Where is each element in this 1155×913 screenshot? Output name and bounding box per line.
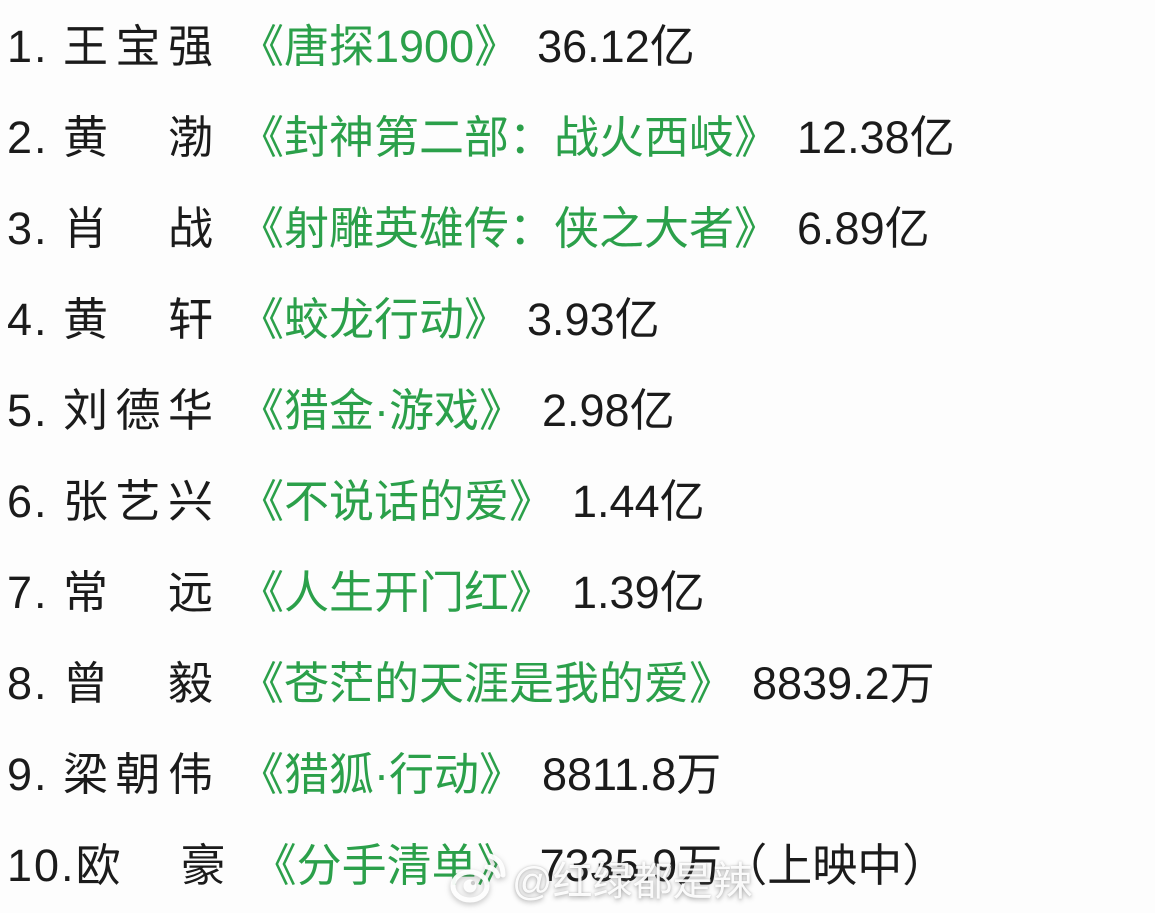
actor-name: 欧豪 <box>75 840 226 891</box>
box-office-value: 7335.9万（上映中） <box>539 840 948 891</box>
rank-number: 1. <box>7 21 49 72</box>
movie-title: 《封神第二部：战火西岐》 <box>239 112 780 163</box>
movie-title: 《苍茫的天涯是我的爱》 <box>239 658 735 709</box>
actor-name: 梁朝伟 <box>63 749 213 800</box>
movie-title: 《分手清单》 <box>251 840 522 891</box>
list-item: 4. 黄轩 《蛟龙行动》 3.93亿 <box>0 274 1155 365</box>
list-item: 6. 张艺兴 《不说话的爱》 1.44亿 <box>0 456 1155 547</box>
rank-number: 3. <box>7 203 49 254</box>
actor-name: 张艺兴 <box>63 476 213 527</box>
movie-title: 《猎狐·行动》 <box>239 749 524 800</box>
rank-number: 2. <box>7 112 49 163</box>
actor-name: 王宝强 <box>63 21 213 72</box>
list-item: 2. 黄渤 《封神第二部：战火西岐》 12.38亿 <box>0 92 1155 183</box>
actor-name: 肖战 <box>63 203 213 254</box>
box-office-value: 36.12亿 <box>537 21 695 72</box>
actor-name: 曾毅 <box>63 658 213 709</box>
movie-title: 《蛟龙行动》 <box>239 294 510 345</box>
movie-title: 《不说话的爱》 <box>239 476 555 527</box>
rank-number: 4. <box>7 294 49 345</box>
rank-number: 6. <box>7 476 49 527</box>
rank-number: 10. <box>7 840 76 891</box>
movie-title: 《射雕英雄传：侠之大者》 <box>239 203 780 254</box>
list-item: 5. 刘德华 《猎金·游戏》 2.98亿 <box>0 365 1155 456</box>
actor-name: 刘德华 <box>63 385 213 436</box>
box-office-value: 8839.2万 <box>752 658 935 709</box>
list-item: 10. 欧豪 《分手清单》 7335.9万（上映中） <box>0 820 1155 911</box>
rank-number: 9. <box>7 749 49 800</box>
list-item: 7. 常远 《人生开门红》 1.39亿 <box>0 547 1155 638</box>
rank-number: 7. <box>7 567 49 618</box>
list-item: 8. 曾毅 《苍茫的天涯是我的爱》 8839.2万 <box>0 638 1155 729</box>
actor-name: 常远 <box>63 567 213 618</box>
list-item: 3. 肖战 《射雕英雄传：侠之大者》 6.89亿 <box>0 183 1155 274</box>
movie-title: 《人生开门红》 <box>239 567 555 618</box>
actor-name: 黄轩 <box>63 294 213 345</box>
movie-title: 《唐探1900》 <box>239 21 520 72</box>
box-office-value: 12.38亿 <box>797 112 955 163</box>
box-office-value: 2.98亿 <box>542 385 675 436</box>
box-office-value: 6.89亿 <box>797 203 930 254</box>
rank-number: 5. <box>7 385 49 436</box>
box-office-value: 1.44亿 <box>572 476 705 527</box>
movie-title: 《猎金·游戏》 <box>239 385 524 436</box>
actor-name: 黄渤 <box>63 112 213 163</box>
box-office-value: 3.93亿 <box>527 294 660 345</box>
list-item: 1. 王宝强 《唐探1900》 36.12亿 <box>0 1 1155 92</box>
box-office-value: 8811.8万 <box>542 749 722 800</box>
list-item: 9. 梁朝伟 《猎狐·行动》 8811.8万 <box>0 729 1155 820</box>
box-office-value: 1.39亿 <box>572 567 705 618</box>
rank-number: 8. <box>7 658 49 709</box>
